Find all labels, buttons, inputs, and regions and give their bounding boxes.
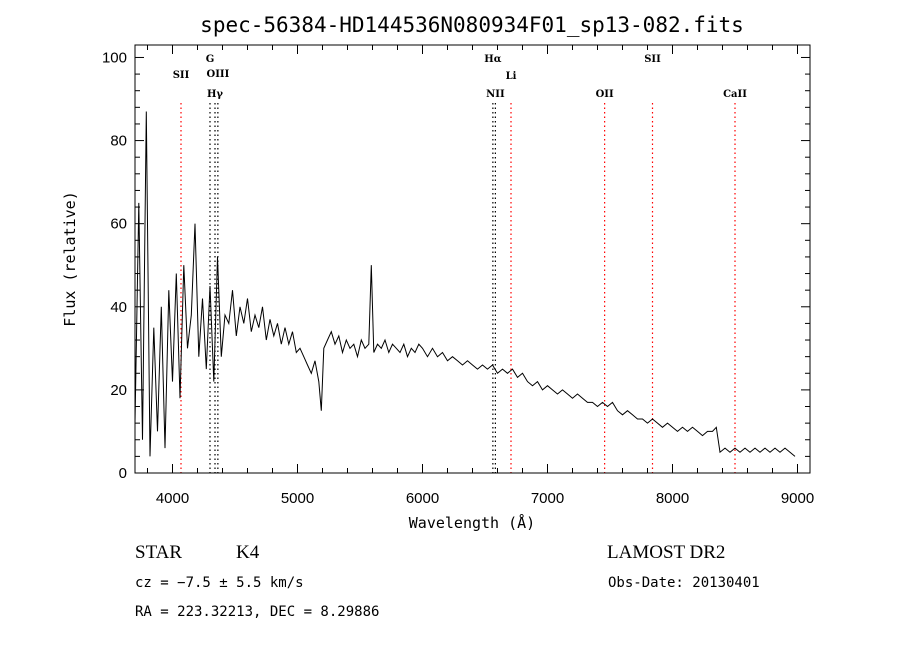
line-marker-label: Hγ: [207, 89, 223, 100]
axis-ticks: 4000 5000 6000 7000 8000 9000 0 20 40 60 80 100: [102, 45, 814, 507]
line-marker-label: OIII: [207, 69, 230, 80]
line-marker-label: Li: [506, 71, 517, 82]
y-tick-label: 100: [102, 49, 127, 66]
y-tick-label: 60: [110, 216, 127, 233]
x-tick-label: 8000: [656, 490, 689, 507]
observation-date: Obs-Date: 20130401: [608, 575, 760, 591]
y-tick-label: 0: [119, 465, 127, 482]
x-tick-label: 7000: [531, 490, 564, 507]
x-tick-label: 4000: [156, 490, 189, 507]
survey-release: LAMOST DR2: [607, 542, 726, 563]
line-marker-label: OII: [596, 89, 614, 100]
chart-title: spec-56384-HD144536N080934F01_sp13-082.f…: [200, 13, 744, 37]
object-class: STAR: [135, 542, 183, 563]
plot-frame: [134, 44, 811, 474]
x-axis-label: Wavelength (Å): [409, 513, 535, 532]
x-tick-label: 6000: [406, 490, 439, 507]
line-marker-label: Hα: [484, 54, 501, 65]
y-tick-label: 40: [110, 299, 127, 316]
line-marker-label: SII: [644, 54, 661, 65]
y-tick-label: 20: [110, 382, 127, 399]
y-tick-label: 80: [110, 133, 127, 150]
object-subclass: K4: [236, 542, 260, 563]
coordinates: RA = 223.32213, DEC = 8.29886: [135, 604, 380, 620]
spectrum-series-line: [134, 111, 796, 457]
x-tick-label: 9000: [781, 490, 814, 507]
redshift-velocity: cz = −7.5 ± 5.5 km/s: [135, 575, 304, 591]
line-marker-label: SII: [173, 70, 190, 81]
line-marker-label: NII: [486, 89, 505, 100]
x-tick-label: 5000: [281, 490, 314, 507]
line-marker-label: CaII: [723, 89, 747, 100]
line-marker-label: G: [206, 54, 215, 65]
y-axis-label: Flux (relative): [61, 191, 79, 326]
